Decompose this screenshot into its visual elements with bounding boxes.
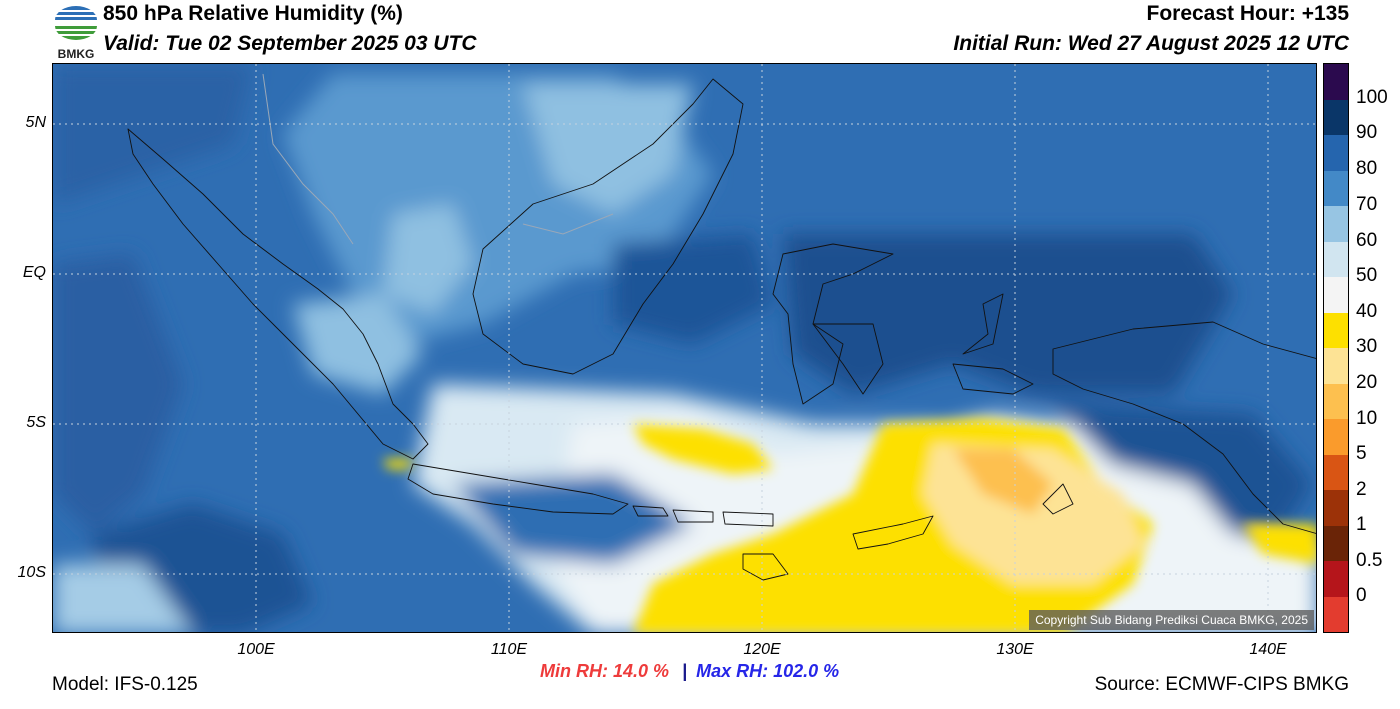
initial-run: Initial Run: Wed 27 August 2025 12 UTC bbox=[953, 32, 1349, 55]
bmkg-logo-icon: BMKG bbox=[51, 2, 101, 61]
lat-tick-eq: EQ bbox=[22, 264, 46, 281]
colorbar-label: 1 bbox=[1356, 514, 1367, 535]
colorbar-segment bbox=[1324, 206, 1348, 242]
colorbar-segment bbox=[1324, 135, 1348, 171]
rh-stats: Min RH: 14.0 % | Max RH: 102.0 % bbox=[540, 661, 839, 682]
lon-tick-140e: 140E bbox=[1249, 641, 1287, 658]
lon-tick-130e: 130E bbox=[996, 641, 1034, 658]
colorbar-label: 40 bbox=[1356, 301, 1378, 322]
source-label: Source: ECMWF-CIPS BMKG bbox=[1094, 674, 1349, 695]
colorbar-segment bbox=[1324, 419, 1348, 455]
colorbar-label: 2 bbox=[1356, 479, 1367, 500]
colorbar-segment bbox=[1324, 596, 1348, 632]
colorbar-label: 90 bbox=[1356, 122, 1378, 143]
colorbar-label: 100 bbox=[1356, 87, 1388, 108]
chart-title: 850 hPa Relative Humidity (%) bbox=[103, 2, 403, 25]
colorbar-label: 20 bbox=[1356, 372, 1378, 393]
colorbar-segment bbox=[1324, 454, 1348, 490]
copyright-notice: Copyright Sub Bidang Prediksi Cuaca BMKG… bbox=[1029, 610, 1314, 630]
colorbar-segment bbox=[1324, 99, 1348, 135]
stats-separator: | bbox=[682, 661, 688, 681]
logo-text: BMKG bbox=[58, 47, 95, 60]
colorbar-segment bbox=[1324, 277, 1348, 313]
lon-tick-110e: 110E bbox=[490, 641, 528, 658]
colorbar-label: 80 bbox=[1356, 158, 1378, 179]
humidity-map[interactable]: Copyright Sub Bidang Prediksi Cuaca BMKG… bbox=[52, 63, 1317, 633]
colorbar-segment bbox=[1324, 490, 1348, 526]
valid-time: Valid: Tue 02 September 2025 03 UTC bbox=[103, 32, 477, 55]
lat-tick-5n: 5N bbox=[25, 114, 46, 131]
max-rh: Max RH: 102.0 % bbox=[696, 661, 840, 681]
colorbar-segment bbox=[1324, 383, 1348, 419]
lon-tick-100e: 100E bbox=[237, 641, 275, 658]
min-rh: Min RH: 14.0 % bbox=[540, 661, 670, 681]
colorbar bbox=[1323, 63, 1349, 633]
colorbar-segment bbox=[1324, 312, 1348, 348]
colorbar-label: 5 bbox=[1356, 443, 1367, 464]
colorbar-segment bbox=[1324, 170, 1348, 206]
colorbar-label: 30 bbox=[1356, 336, 1378, 357]
colorbar-label: 70 bbox=[1356, 194, 1378, 215]
colorbar-label: 60 bbox=[1356, 230, 1378, 251]
colorbar-label: 0.5 bbox=[1356, 550, 1383, 571]
model-label: Model: IFS-0.125 bbox=[52, 674, 198, 695]
lat-tick-10s: 10S bbox=[17, 564, 46, 581]
lon-tick-120e: 120E bbox=[743, 641, 781, 658]
colorbar-segment bbox=[1324, 561, 1348, 597]
colorbar-label: 50 bbox=[1356, 265, 1378, 286]
colorbar-label: 0 bbox=[1356, 585, 1367, 606]
lat-tick-5s: 5S bbox=[26, 414, 46, 431]
colorbar-segment bbox=[1324, 64, 1348, 100]
colorbar-label: 10 bbox=[1356, 408, 1378, 429]
colorbar-segment bbox=[1324, 348, 1348, 384]
colorbar-segment bbox=[1324, 525, 1348, 561]
colorbar-segment bbox=[1324, 241, 1348, 277]
forecast-hour: Forecast Hour: +135 bbox=[1146, 2, 1350, 25]
